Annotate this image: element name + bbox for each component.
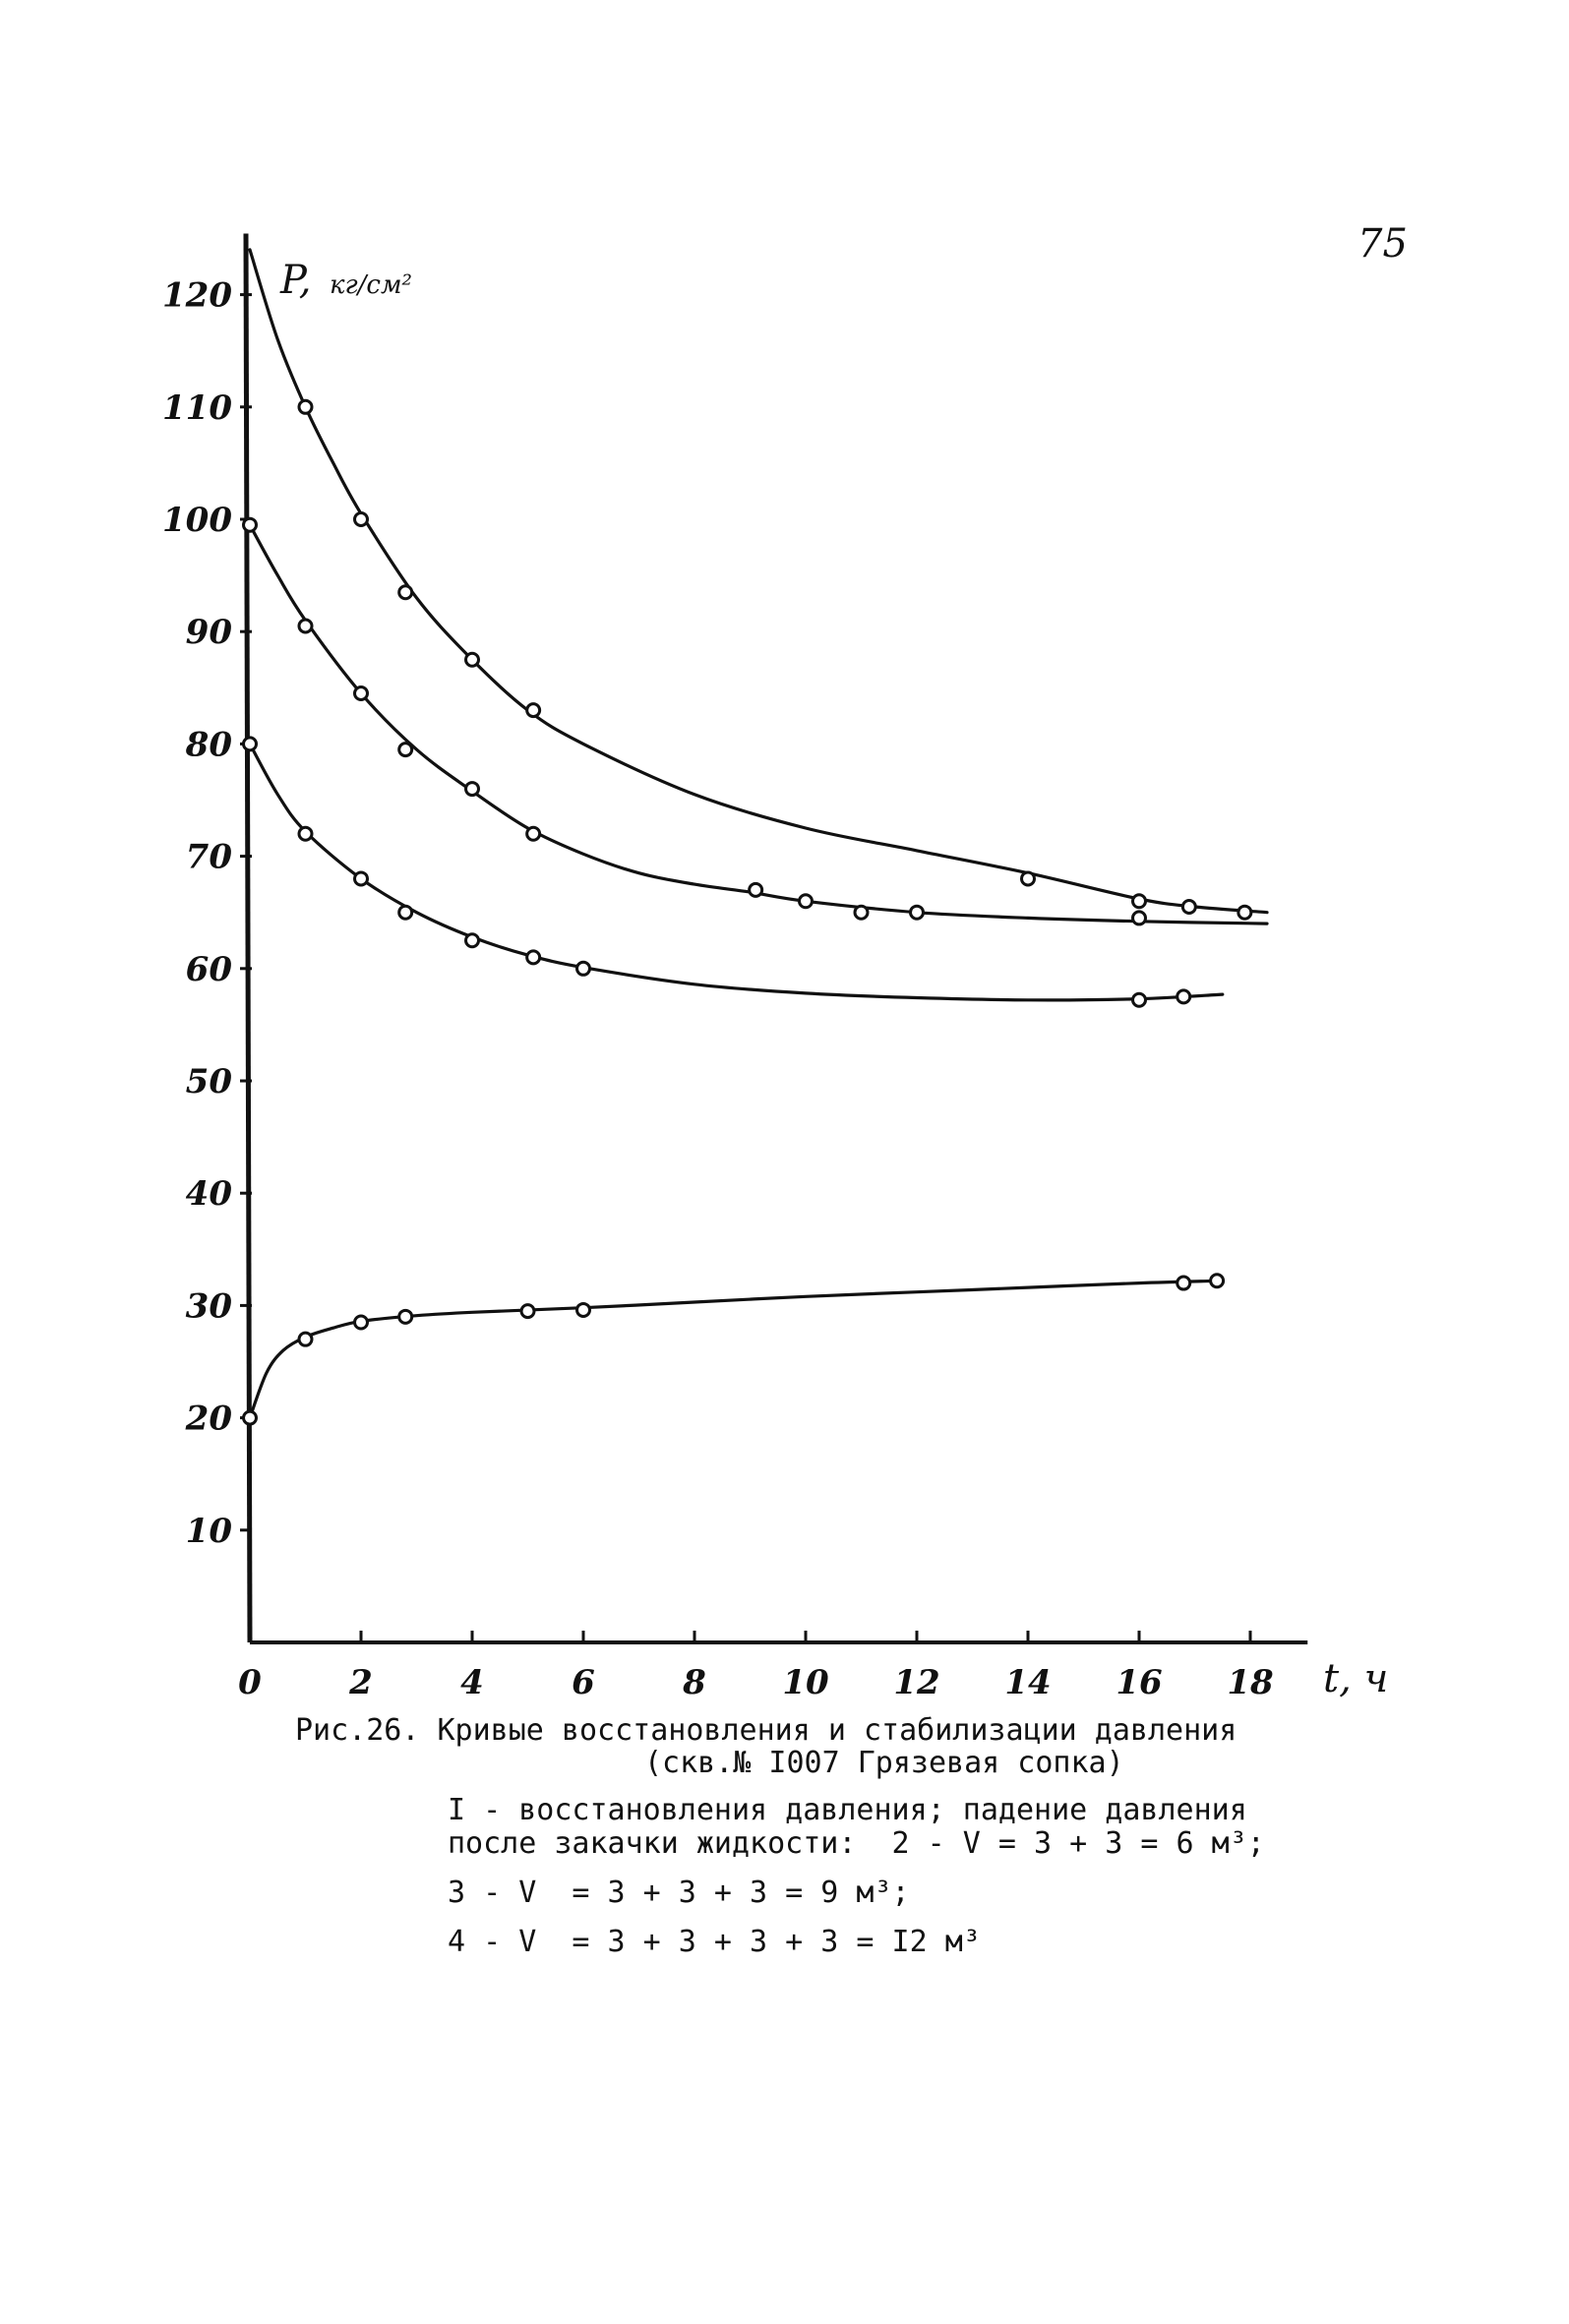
series-3-point <box>525 825 542 842</box>
series-1-point <box>519 1303 536 1320</box>
series-2-point <box>1180 898 1197 915</box>
series-4-point <box>297 825 314 842</box>
series-2-point <box>464 651 480 668</box>
series-4-point <box>575 960 591 977</box>
y-tick-label: 70 <box>186 838 233 877</box>
y-tick-label: 10 <box>186 1512 233 1551</box>
series-3-line <box>248 523 1269 925</box>
series-3-point <box>464 781 480 798</box>
x-tick-label: 12 <box>893 1663 939 1702</box>
series-2-point <box>1131 893 1147 910</box>
chart-axes <box>240 233 1308 1644</box>
y-axis-unit: кг/см² <box>330 270 412 300</box>
series-4-point <box>464 932 480 949</box>
x-tick-label: 10 <box>782 1663 829 1702</box>
series-2-point <box>353 511 369 527</box>
y-tick-label: 20 <box>185 1400 233 1439</box>
pressure-chart: 0 2 4 6 8 10 12 14 16 18 10 20 30 40 50 60 70 80 90 100 110 1… <box>162 233 1388 1702</box>
series-1-line <box>248 1279 1219 1420</box>
series-1-point <box>353 1314 369 1331</box>
series-1-point <box>1176 1275 1192 1291</box>
y-tick-label: 90 <box>186 613 233 652</box>
y-tick-label: 80 <box>185 725 233 764</box>
page-number: 75 <box>1358 221 1408 267</box>
y-axis-line <box>243 233 253 1643</box>
x-tick-label: 18 <box>1227 1663 1273 1702</box>
series-4-line <box>248 742 1225 1002</box>
y-tick-label: 100 <box>162 501 232 540</box>
series-3-point <box>909 904 925 921</box>
y-tick-label: 30 <box>186 1286 233 1326</box>
y-tick-label: 60 <box>186 950 233 989</box>
y-tick-label: 120 <box>162 276 232 316</box>
x-tick-label: 2 <box>348 1663 373 1702</box>
series-4-point <box>1131 991 1147 1008</box>
series-3-point <box>1131 910 1147 926</box>
legend-line-4: 4 - V = 3 + 3 + 3 + 3 = I2 м³ <box>448 1925 981 1959</box>
series-2-point <box>1020 870 1036 887</box>
series-1-point <box>1209 1273 1226 1289</box>
series-1-point <box>242 1409 258 1426</box>
series-3-point <box>748 881 764 898</box>
series-3-point <box>853 904 870 921</box>
series-4-point <box>242 736 258 752</box>
chart-labels: 0 2 4 6 8 10 12 14 16 18 10 20 30 40 50 60 70 80 90 100 110 1… <box>162 258 1388 1702</box>
series-3-point <box>397 742 414 758</box>
series-2-line <box>248 248 1269 915</box>
series-4-point <box>1176 988 1192 1005</box>
x-tick-label: 8 <box>682 1663 706 1702</box>
series-2-point <box>525 702 542 719</box>
y-tick-label: 40 <box>186 1174 233 1214</box>
y-tick-label: 110 <box>162 388 232 428</box>
x-tick-label: 4 <box>460 1663 484 1702</box>
x-tick-label: 16 <box>1116 1663 1162 1702</box>
series-1-point <box>575 1301 591 1318</box>
figure-caption-title: Рис.26. Кривые восстановления и стабилиз… <box>295 1713 1237 1748</box>
series-3-point <box>798 893 814 910</box>
legend-line-3: 3 - V = 3 + 3 + 3 = 9 м³; <box>448 1876 910 1910</box>
x-tick-label: 6 <box>572 1663 595 1702</box>
legend-line-2: после закачки жидкости: 2 - V = 3 + 3 = … <box>448 1826 1265 1861</box>
x-tick-label: 0 <box>238 1663 262 1702</box>
series-4-point <box>525 949 542 966</box>
series-3-point <box>242 516 258 533</box>
chart-curves <box>248 248 1269 1420</box>
y-tick-label: 50 <box>186 1062 233 1102</box>
series-2-point <box>1237 904 1253 921</box>
chart-points <box>242 398 1253 1426</box>
series-4-point <box>353 870 369 887</box>
series-1-point <box>397 1308 414 1325</box>
series-3-point <box>297 618 314 634</box>
legend-line-1: I - восстановления давления; падение дав… <box>448 1793 1247 1827</box>
series-4-point <box>397 904 414 921</box>
figure-caption-subtitle: (скв.№ I007 Грязевая сопка) <box>644 1746 1124 1780</box>
x-axis-title: t, ч <box>1323 1656 1388 1701</box>
series-1-point <box>297 1331 314 1347</box>
series-3-point <box>353 685 369 702</box>
series-2-point <box>297 398 314 415</box>
y-axis-title: P, <box>279 258 312 303</box>
series-2-point <box>397 584 414 601</box>
x-tick-label: 14 <box>1004 1663 1051 1702</box>
